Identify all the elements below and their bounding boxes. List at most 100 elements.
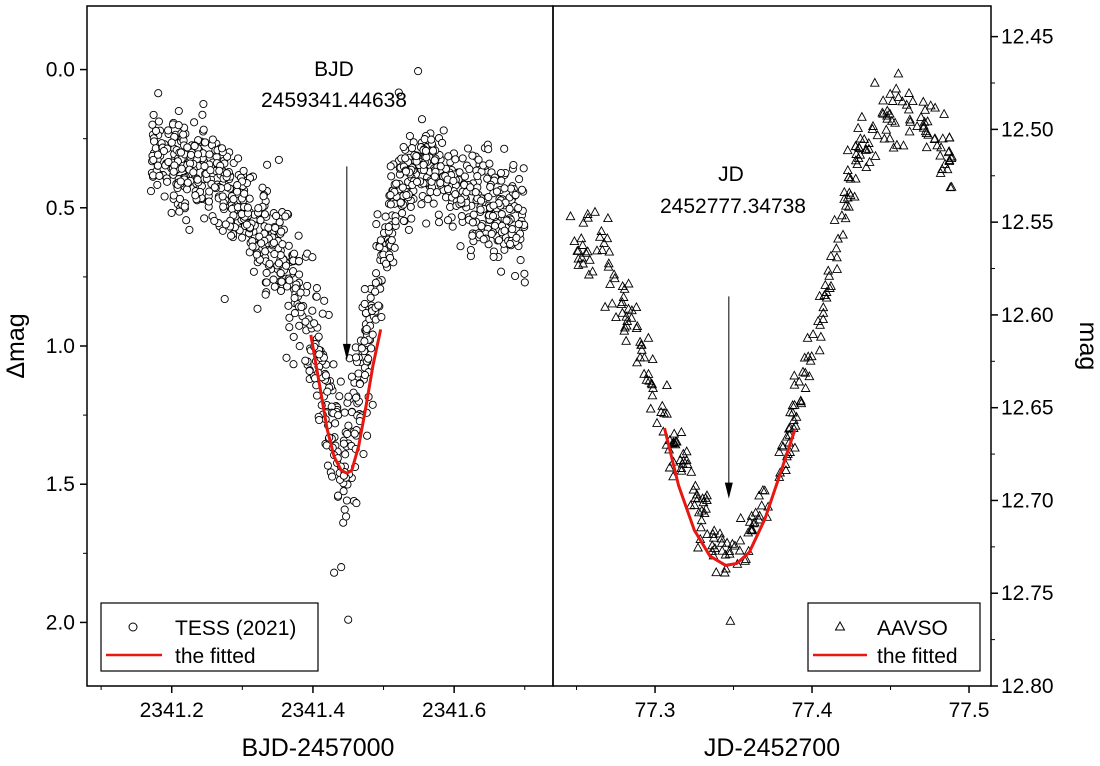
- tess-data-point: [180, 202, 189, 211]
- tess-data-point: [465, 165, 474, 174]
- tess-data-point: [360, 337, 369, 346]
- aavso-data-point: [898, 140, 909, 150]
- aavso-data-point: [701, 494, 712, 505]
- aavso-data-point: [823, 265, 834, 275]
- tess-data-point: [392, 179, 401, 188]
- tess-data-point: [516, 256, 525, 265]
- aavso-data-point: [789, 442, 800, 452]
- aavso-data-point: [821, 292, 832, 302]
- tess-data-point: [381, 259, 391, 268]
- aavso-data-point: [603, 258, 614, 268]
- tess-data-point: [289, 360, 298, 369]
- aavso-data-point: [754, 510, 765, 520]
- aavso-data-point: [836, 210, 847, 220]
- aavso-data-point: [619, 325, 630, 335]
- aavso-data-point: [636, 344, 647, 354]
- aavso-data-point: [724, 545, 735, 555]
- tess-data-point: [208, 135, 217, 144]
- tess-data-point: [466, 245, 475, 255]
- tess-data-point: [315, 350, 324, 359]
- tess-data-point: [205, 150, 214, 159]
- aavso-data-point: [868, 120, 878, 130]
- tess-data-point: [372, 220, 381, 229]
- tess-data-point: [239, 166, 248, 175]
- aavso-data-point: [932, 140, 943, 150]
- tess-data-point: [407, 214, 416, 223]
- tess-data-point: [514, 204, 523, 213]
- tess-data-point: [352, 393, 361, 402]
- tess-data-point: [335, 392, 344, 401]
- aavso-data-point: [885, 88, 896, 98]
- tess-data-point: [412, 152, 421, 161]
- aavso-data-point: [916, 111, 926, 122]
- tess-data-point: [502, 216, 511, 225]
- tess-data-point: [193, 150, 203, 159]
- tess-data-point: [160, 192, 169, 201]
- tess-data-point: [183, 178, 192, 187]
- tess-data-point: [386, 200, 395, 209]
- tess-data-point: [466, 183, 475, 192]
- tess-data-point: [193, 175, 202, 184]
- aavso-data-point: [845, 173, 856, 183]
- aavso-data-point: [599, 237, 610, 248]
- tess-data-point: [204, 197, 214, 206]
- aavso-data-point: [840, 200, 851, 210]
- tess-data-point: [339, 487, 348, 496]
- aavso-data-point: [850, 155, 861, 165]
- tess-data-point: [357, 344, 366, 353]
- aavso-data-point: [872, 130, 883, 140]
- aavso-data-point: [711, 567, 722, 577]
- aavso-data-point: [826, 280, 836, 290]
- aavso-data-point: [945, 182, 956, 192]
- aavso-data-point: [662, 408, 672, 418]
- aavso-data-point: [681, 454, 692, 464]
- aavso-data-point: [691, 489, 702, 499]
- tess-data-point: [362, 324, 371, 334]
- aavso-data-point: [715, 528, 725, 538]
- y-tick-label: 12.75: [1001, 582, 1054, 605]
- aavso-data-point: [581, 247, 591, 257]
- aavso-data-point: [942, 164, 953, 174]
- tess-data-point: [276, 269, 285, 278]
- aavso-data-point: [840, 213, 851, 223]
- aavso-data-point: [565, 211, 576, 221]
- aavso-data-point: [631, 322, 642, 333]
- aavso-data-point: [814, 345, 825, 355]
- aavso-data-point: [578, 217, 589, 227]
- tess-data-point: [485, 159, 494, 168]
- tess-data-point: [252, 250, 261, 259]
- aavso-data-point: [632, 357, 642, 367]
- tess-data-point: [469, 210, 478, 219]
- x-tick-label: 2341.2: [140, 699, 204, 722]
- tess-data-point: [310, 319, 319, 328]
- aavso-data-point: [869, 77, 880, 87]
- tess-data-point: [509, 160, 518, 170]
- aavso-fitted-curve: [663, 427, 797, 567]
- aavso-data-point: [657, 400, 668, 410]
- tess-data-point: [185, 225, 194, 234]
- tess-data-point: [500, 184, 509, 193]
- aavso-data-point: [850, 173, 861, 183]
- aavso-data-point: [815, 319, 826, 329]
- tess-data-point: [417, 115, 427, 124]
- tess-data-point: [277, 227, 286, 236]
- tess-data-point: [399, 216, 408, 225]
- aavso-data-point: [855, 149, 866, 159]
- tess-data-point: [455, 168, 464, 177]
- aavso-data-point: [621, 335, 632, 345]
- tess-data-point: [500, 226, 509, 235]
- aavso-data-point: [645, 403, 656, 413]
- tess-data-point: [490, 221, 499, 230]
- tess-data-point: [468, 231, 477, 240]
- aavso-data-point: [904, 114, 915, 124]
- right-x-axis-title: JD-2452700: [704, 734, 840, 762]
- tess-data-point: [155, 171, 164, 180]
- aavso-data-point: [925, 100, 936, 110]
- aavso-data-point: [861, 161, 872, 172]
- aavso-data-point: [843, 201, 854, 211]
- aavso-data-point: [904, 126, 915, 136]
- aavso-data-point: [743, 527, 754, 537]
- aavso-data-point: [856, 111, 867, 121]
- tess-data-point: [423, 195, 432, 204]
- aavso-data-point: [921, 127, 932, 138]
